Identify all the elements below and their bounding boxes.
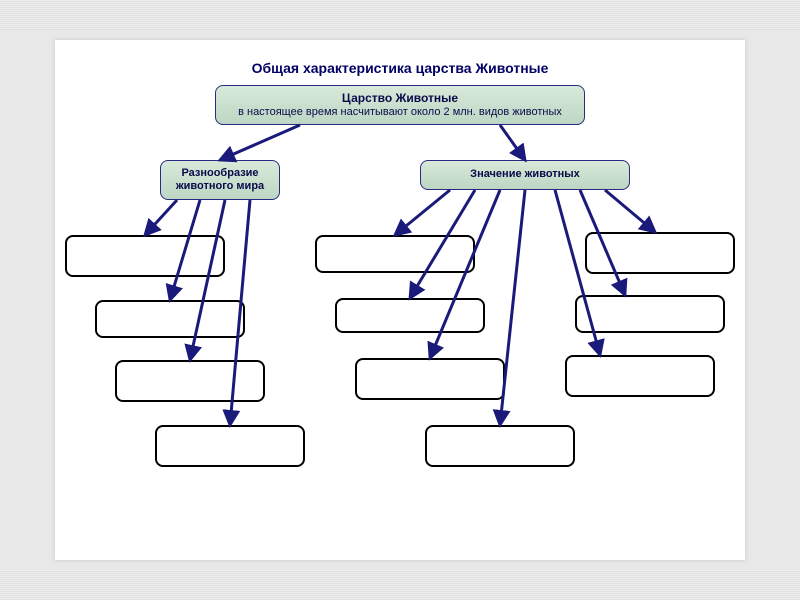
right-branch-box: Значение животных (420, 160, 630, 190)
left-branch-line2: животного мира (170, 180, 270, 193)
left-branch-box: Разнообразие животного мира (160, 160, 280, 200)
empty-box-l2 (95, 300, 245, 338)
empty-box-r3a (355, 358, 505, 400)
empty-box-r3b (565, 355, 715, 397)
empty-box-r1b (585, 232, 735, 274)
empty-box-r4 (425, 425, 575, 467)
diagram-title: Общая характеристика царства Животные (55, 60, 745, 76)
root-box: Царство Животные в настоящее время насчи… (215, 85, 585, 125)
texture-bottom (0, 570, 800, 600)
left-branch-line1: Разнообразие (175, 167, 264, 180)
texture-top (0, 0, 800, 30)
root-line1: Царство Животные (342, 91, 458, 105)
empty-box-r1a (315, 235, 475, 273)
empty-box-l1 (65, 235, 225, 277)
root-line2: в настоящее время насчитывают около 2 мл… (238, 106, 562, 119)
empty-box-l4 (155, 425, 305, 467)
empty-box-l3 (115, 360, 265, 402)
diagram-page: Общая характеристика царства Животные Ца… (55, 40, 745, 560)
empty-box-r2b (575, 295, 725, 333)
right-branch-line1: Значение животных (464, 168, 586, 181)
empty-box-r2a (335, 298, 485, 333)
